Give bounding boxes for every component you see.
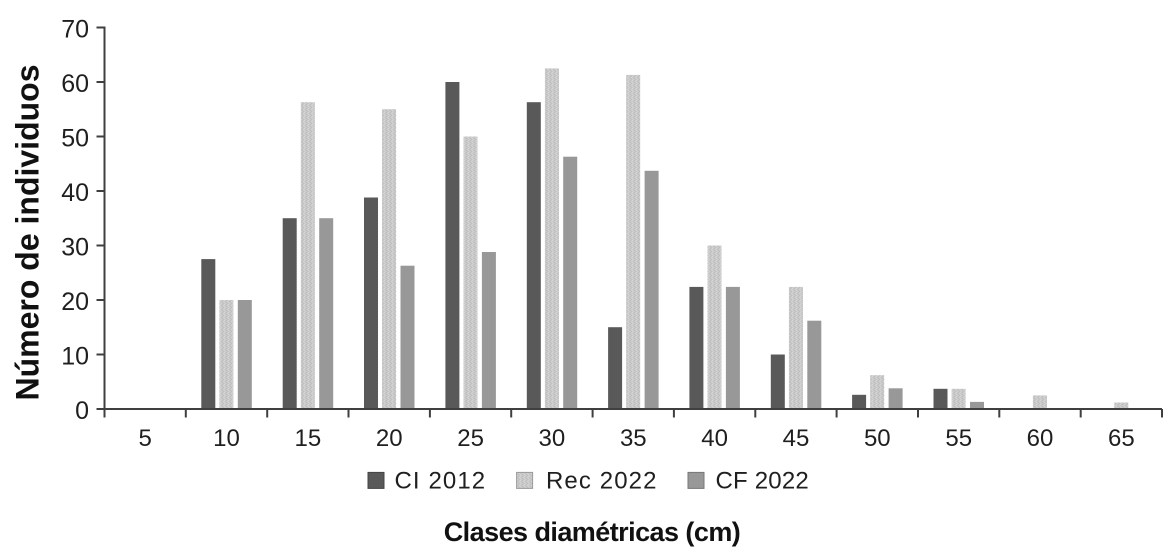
svg-text:45: 45 bbox=[783, 425, 810, 452]
svg-text:25: 25 bbox=[457, 425, 484, 452]
svg-text:30: 30 bbox=[61, 234, 89, 262]
svg-text:Clases diamétricas (cm): Clases diamétricas (cm) bbox=[444, 517, 741, 547]
svg-text:Rec 2022: Rec 2022 bbox=[546, 468, 658, 495]
svg-text:CF 2022: CF 2022 bbox=[716, 468, 809, 495]
svg-text:40: 40 bbox=[61, 179, 89, 207]
svg-text:40: 40 bbox=[701, 425, 728, 452]
svg-text:65: 65 bbox=[1108, 425, 1135, 452]
svg-text:50: 50 bbox=[864, 425, 891, 452]
svg-text:20: 20 bbox=[376, 425, 403, 452]
svg-text:55: 55 bbox=[945, 425, 972, 452]
svg-text:30: 30 bbox=[539, 425, 566, 452]
svg-text:10: 10 bbox=[61, 343, 89, 371]
svg-text:60: 60 bbox=[61, 70, 89, 98]
svg-text:60: 60 bbox=[1027, 425, 1054, 452]
svg-text:Número de individuos: Número de individuos bbox=[10, 64, 46, 400]
svg-text:10: 10 bbox=[213, 425, 240, 452]
svg-text:35: 35 bbox=[620, 425, 647, 452]
svg-text:50: 50 bbox=[61, 125, 89, 153]
svg-text:20: 20 bbox=[61, 288, 89, 316]
svg-text:15: 15 bbox=[295, 425, 322, 452]
svg-text:0: 0 bbox=[75, 397, 89, 425]
svg-text:5: 5 bbox=[139, 425, 152, 452]
svg-text:CI 2012: CI 2012 bbox=[395, 468, 487, 495]
svg-text:70: 70 bbox=[61, 16, 89, 44]
